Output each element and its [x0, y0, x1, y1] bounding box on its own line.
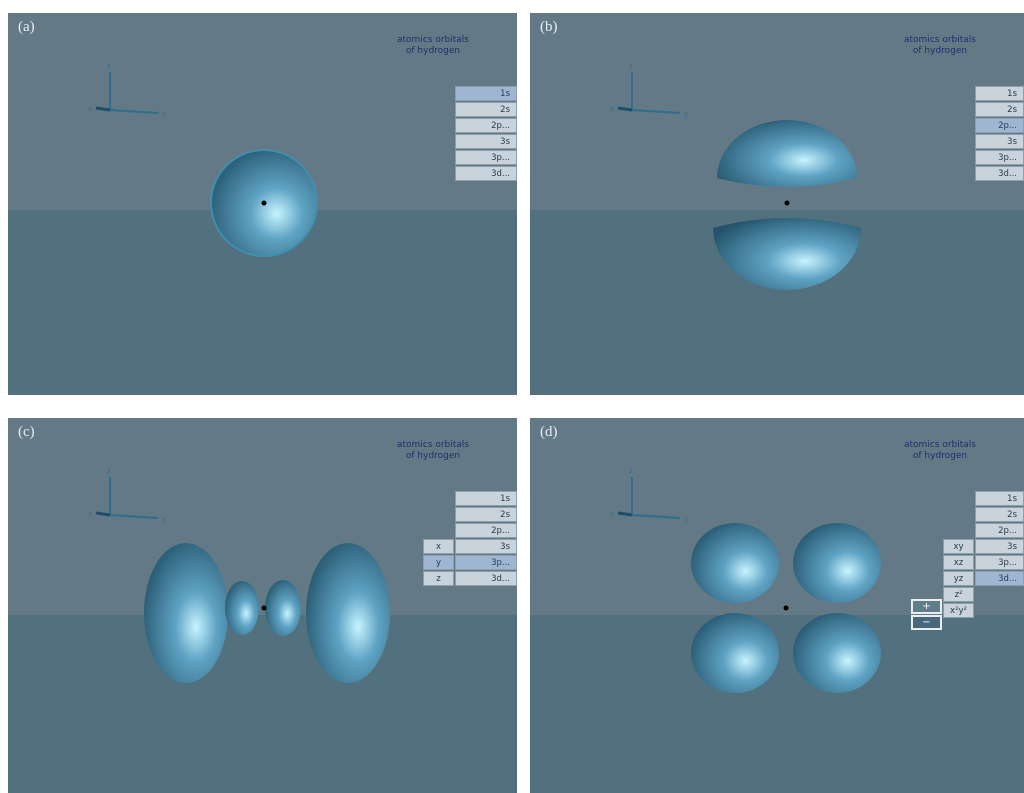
axis-label: y: [162, 110, 166, 118]
panel-label: (c): [18, 424, 35, 440]
submenu-item[interactable]: x²y²: [943, 603, 974, 618]
axis-y: [631, 514, 681, 519]
sign-button[interactable]: +: [911, 599, 942, 614]
nucleus: [261, 605, 267, 611]
menu-item[interactable]: 2p...: [975, 118, 1024, 133]
app-title: atomics orbitals of hydrogen: [373, 35, 493, 57]
axis-y: [631, 109, 681, 114]
menu-item[interactable]: 3p...: [455, 150, 517, 165]
menu-item[interactable]: 2s: [975, 507, 1024, 522]
orbital-lobe: [225, 581, 259, 635]
panel-label: (b): [540, 19, 558, 35]
title-line: of hydrogen: [405, 451, 461, 461]
axis-label: x: [610, 510, 614, 518]
title-line: atomics orbitals: [904, 440, 976, 450]
menu-item[interactable]: 3s: [455, 134, 517, 149]
axis-y: [109, 109, 159, 114]
axis-x: [617, 511, 633, 517]
axis-x: [617, 106, 633, 112]
menu-item[interactable]: 1s: [455, 491, 517, 506]
app-title: atomics orbitals of hydrogen: [880, 440, 1000, 462]
submenu-item[interactable]: z: [423, 571, 454, 586]
axis-label: x: [610, 105, 614, 113]
title-line: of hydrogen: [912, 451, 968, 461]
scene: z x y: [610, 62, 861, 290]
menu-item[interactable]: 1s: [975, 86, 1024, 101]
orbital-lobe: [713, 218, 861, 290]
axis-label: y: [684, 515, 688, 523]
orbital-lobe: [793, 523, 881, 603]
menu-item[interactable]: 3p...: [975, 150, 1024, 165]
sign-button[interactable]: −: [911, 615, 942, 630]
title-line: atomics orbitals: [904, 35, 976, 45]
menu-item[interactable]: 3s: [975, 539, 1024, 554]
submenu-item[interactable]: z²: [943, 587, 974, 602]
menu-item[interactable]: 3d...: [975, 166, 1024, 181]
menu-item[interactable]: 1s: [975, 491, 1024, 506]
title-line: atomics orbitals: [397, 440, 469, 450]
app-title: atomics orbitals of hydrogen: [373, 440, 493, 462]
menu-item[interactable]: 2p...: [455, 118, 517, 133]
axis-x: [95, 106, 111, 112]
panel-label: (d): [540, 424, 558, 440]
orbital-lobe: [691, 523, 779, 603]
menu-item[interactable]: 3s: [975, 134, 1024, 149]
axis-label: z: [107, 62, 111, 70]
menu-item[interactable]: 3d...: [455, 571, 517, 586]
panel: z x y (a) atomics orbitals of hydrogen 1s 2s 2p.…: [8, 13, 517, 395]
axis-label: x: [88, 510, 92, 518]
axis-y: [109, 514, 159, 519]
axis-label: z: [629, 467, 633, 475]
nucleus: [261, 200, 267, 206]
submenu-item[interactable]: y: [423, 555, 454, 570]
menu-item[interactable]: 2p...: [455, 523, 517, 538]
submenu-item[interactable]: xz: [943, 555, 974, 570]
nucleus: [783, 605, 789, 611]
panel: z x y (d) atomics orbitals of hydrogen 1s 2s 2p.…: [530, 418, 1024, 793]
title-line: of hydrogen: [405, 46, 461, 56]
submenu-item[interactable]: xy: [943, 539, 974, 554]
title-line: of hydrogen: [912, 46, 968, 56]
axis-label: y: [162, 515, 166, 523]
title-line: atomics orbitals: [397, 35, 469, 45]
axis-label: x: [88, 105, 92, 113]
menu-item[interactable]: 2s: [975, 102, 1024, 117]
panel: z x y (b) atomics orbitals of hydrogen 1s 2s 2p.…: [530, 13, 1024, 395]
orbital-lobe: [691, 613, 779, 693]
menu-item[interactable]: 2s: [455, 102, 517, 117]
orbital-lobe: [265, 580, 301, 636]
submenu-item[interactable]: x: [423, 539, 454, 554]
menu-item[interactable]: 3p...: [975, 555, 1024, 570]
menu-item[interactable]: 1s: [455, 86, 517, 101]
menu-item[interactable]: 3p...: [455, 555, 517, 570]
axis-label: z: [107, 467, 111, 475]
orbital-lobe: [306, 543, 390, 683]
axis-label: z: [629, 62, 633, 70]
app-title: atomics orbitals of hydrogen: [880, 35, 1000, 57]
menu-item[interactable]: 2s: [455, 507, 517, 522]
axis-label: y: [684, 110, 688, 118]
menu-item[interactable]: 3s: [455, 539, 517, 554]
scene: z x y: [88, 467, 390, 683]
orbital-lobe: [717, 120, 857, 187]
menu-item[interactable]: 2p...: [975, 523, 1024, 538]
menu-item[interactable]: 3d...: [975, 571, 1024, 586]
axis-x: [95, 511, 111, 517]
scene: z x y: [610, 467, 881, 693]
scene: z x y: [88, 62, 318, 257]
panel-label: (a): [18, 19, 35, 35]
submenu-item[interactable]: yz: [943, 571, 974, 586]
orbital-lobe: [793, 613, 881, 693]
menu-item[interactable]: 3d...: [455, 166, 517, 181]
orbital-lobe: [144, 543, 228, 683]
nucleus: [784, 200, 790, 206]
panel: z x y (c) atomics orbitals of hydrogen 1s 2s 2p.…: [8, 418, 517, 793]
